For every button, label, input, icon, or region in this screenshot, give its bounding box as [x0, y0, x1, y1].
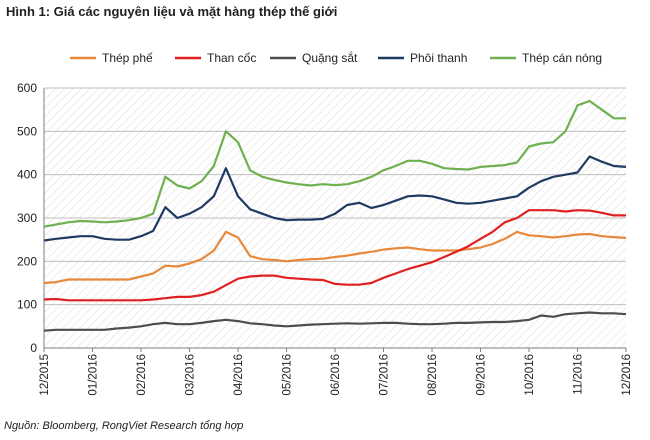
legend-label: Than cốc	[207, 51, 256, 65]
x-tick-label: 12/2015	[39, 354, 51, 396]
source-note: Nguồn: Bloomberg, RongViet Research tổng…	[4, 420, 244, 432]
series-lines	[43, 99, 627, 332]
y-tick-label: 600	[17, 81, 37, 95]
legend-label: Thép phế	[102, 51, 153, 65]
y-axis-ticks: 0 100 200 300 400 500 600	[17, 81, 37, 355]
legend-label: Phôi thanh	[410, 51, 467, 65]
page-title: Hình 1: Giá các nguyên liệu và mặt hàng …	[6, 4, 338, 19]
series-line-quang-sat	[43, 311, 627, 332]
legend: Thép phế Than cốc Quặng sắt Phôi thanh Thép …	[70, 50, 602, 65]
y-tick-label: 400	[17, 168, 37, 182]
line-chart: 0 100 200 300 400 500 600 12/2015 01/2016 02/201…	[17, 50, 633, 396]
x-tick-label: 06/2016	[330, 354, 342, 396]
x-tick-label: 02/2016	[136, 354, 148, 396]
series-line-thep-phe	[43, 230, 627, 285]
x-tick-label: 09/2016	[476, 354, 488, 396]
legend-label: Thép cán nóng	[522, 51, 602, 65]
x-tick-label: 11/2016	[573, 354, 585, 395]
legend-label: Quặng sắt	[302, 50, 358, 65]
series-line-than-coc	[43, 209, 626, 302]
x-tick-label: 03/2016	[185, 354, 197, 396]
y-tick-label: 500	[17, 124, 37, 138]
x-tick-label: 10/2016	[524, 354, 536, 396]
y-tick-label: 300	[17, 211, 37, 225]
x-tick-label: 12/2016	[621, 354, 633, 396]
x-tick-label: 04/2016	[233, 354, 245, 396]
x-tick-label: 08/2016	[427, 354, 439, 396]
x-tick-label: 05/2016	[282, 354, 294, 396]
series-line-thep-can-nong	[43, 99, 626, 228]
grid	[44, 87, 626, 349]
y-tick-label: 100	[17, 298, 37, 312]
x-tick-label: 01/2016	[88, 354, 100, 396]
y-tick-label: 0	[30, 341, 37, 355]
x-axis-ticks: 12/2015 01/2016 02/2016 03/2016 04/2016 05/20…	[39, 348, 633, 396]
series-line-phoi-thanh	[43, 155, 627, 242]
x-tick-label: 07/2016	[379, 354, 391, 396]
y-tick-label: 200	[17, 254, 37, 268]
